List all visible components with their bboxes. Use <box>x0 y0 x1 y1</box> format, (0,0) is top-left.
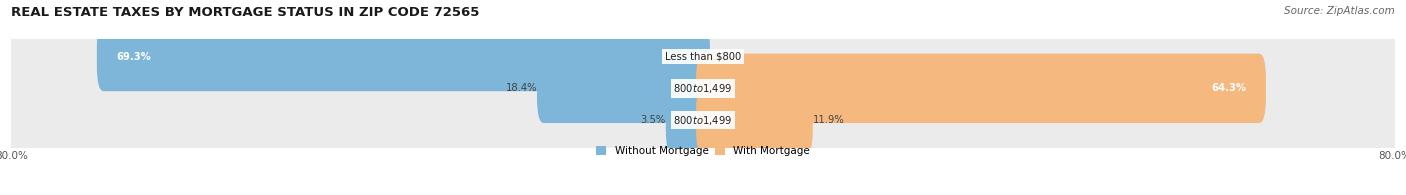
FancyBboxPatch shape <box>7 89 1399 151</box>
Text: 0.0%: 0.0% <box>710 51 735 61</box>
Text: 64.3%: 64.3% <box>1211 83 1246 93</box>
Text: 11.9%: 11.9% <box>813 115 845 125</box>
Text: 3.5%: 3.5% <box>641 115 666 125</box>
Legend: Without Mortgage, With Mortgage: Without Mortgage, With Mortgage <box>596 146 810 156</box>
FancyBboxPatch shape <box>7 57 1399 120</box>
Text: Source: ZipAtlas.com: Source: ZipAtlas.com <box>1284 6 1395 16</box>
FancyBboxPatch shape <box>7 25 1399 88</box>
Text: REAL ESTATE TAXES BY MORTGAGE STATUS IN ZIP CODE 72565: REAL ESTATE TAXES BY MORTGAGE STATUS IN … <box>11 6 479 19</box>
FancyBboxPatch shape <box>537 54 710 123</box>
FancyBboxPatch shape <box>666 85 710 155</box>
FancyBboxPatch shape <box>696 85 813 155</box>
Text: $800 to $1,499: $800 to $1,499 <box>673 82 733 95</box>
FancyBboxPatch shape <box>97 22 710 91</box>
FancyBboxPatch shape <box>696 54 1265 123</box>
Text: $800 to $1,499: $800 to $1,499 <box>673 114 733 127</box>
Text: Less than $800: Less than $800 <box>665 51 741 61</box>
Text: 18.4%: 18.4% <box>506 83 537 93</box>
Text: 69.3%: 69.3% <box>117 51 152 61</box>
